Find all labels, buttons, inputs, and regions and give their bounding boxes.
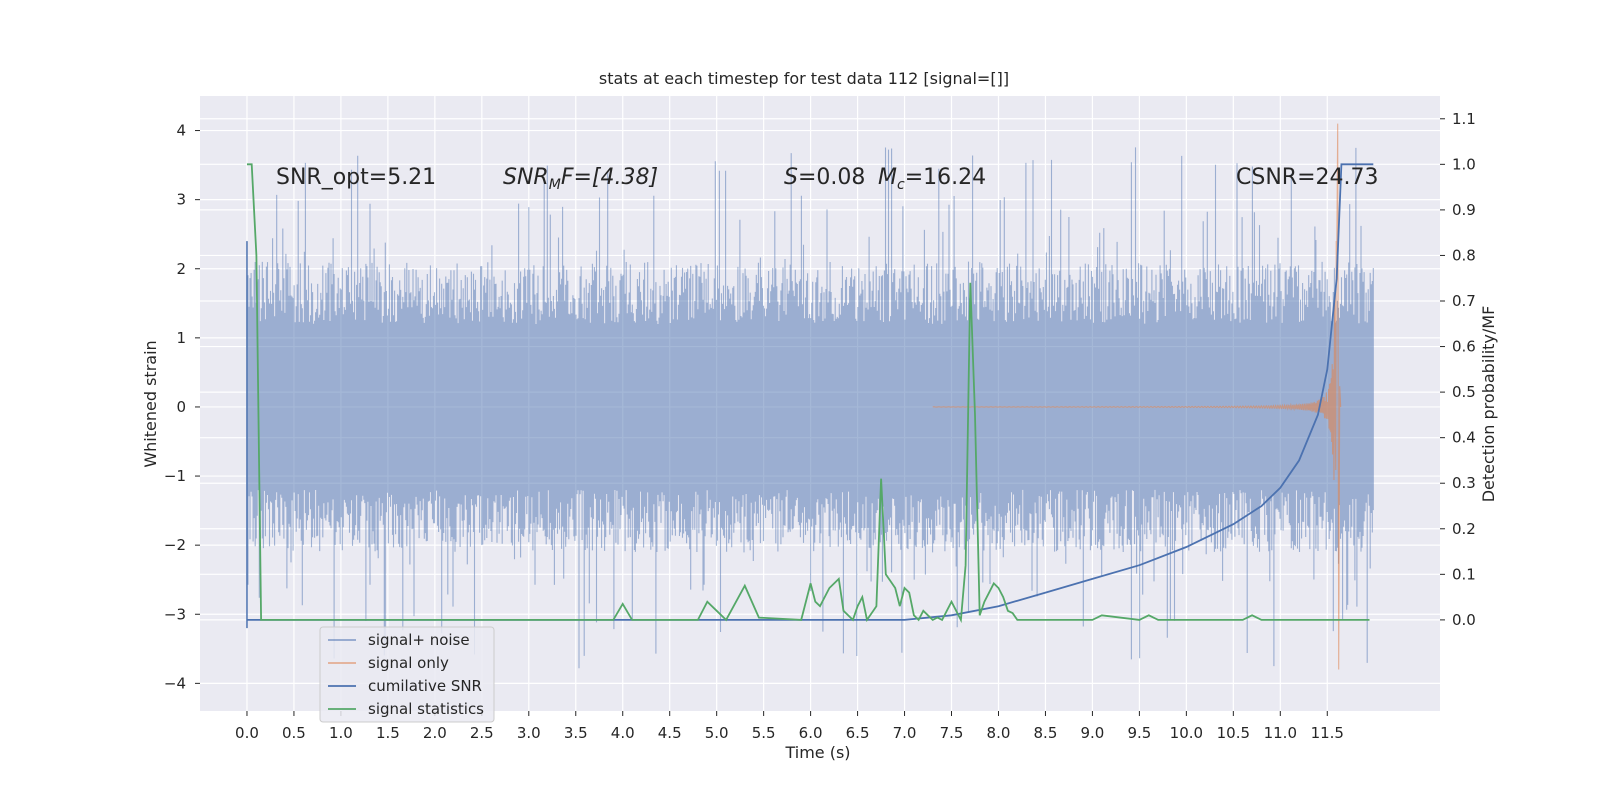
x-tick-label: 4.5 xyxy=(658,724,682,742)
y-right-tick-label: 0.3 xyxy=(1452,474,1476,492)
x-tick-label: 11.5 xyxy=(1311,724,1344,742)
legend-label-signal-noise: signal+ noise xyxy=(368,631,470,649)
x-tick-label: 8.5 xyxy=(1034,724,1058,742)
x-tick-label: 5.5 xyxy=(752,724,776,742)
x-tick-label: 4.0 xyxy=(611,724,635,742)
y-left-tick-label: 1 xyxy=(176,329,186,347)
x-tick-label: 8.0 xyxy=(987,724,1011,742)
annotation-snr-mf: SNRMF=[4.38] xyxy=(503,165,658,193)
y-right-tick-label: 0.6 xyxy=(1452,338,1476,356)
x-tick-label: 10.5 xyxy=(1217,724,1250,742)
x-tick-label: 1.0 xyxy=(329,724,353,742)
signal-only-series xyxy=(932,123,1342,670)
x-axis-label: Time (s) xyxy=(784,743,850,762)
y-left-tick-label: −3 xyxy=(164,605,186,623)
x-axis-ticks: 0.0 0.5 1.0 1.5 2.0 2.5 3.0 3.5 4.0 4.5 5.0 5.5 6.0 6… xyxy=(235,711,1344,742)
x-tick-label: 11.0 xyxy=(1264,724,1297,742)
y-right-tick-label: 0.5 xyxy=(1452,383,1476,401)
x-tick-label: 2.5 xyxy=(470,724,494,742)
y-axis-right-label: Detection probability/MF xyxy=(1479,306,1498,503)
x-tick-label: 10.0 xyxy=(1170,724,1203,742)
legend-label-signal-statistics: signal statistics xyxy=(368,700,484,718)
y-axis-right-ticks: 1.1 1.0 0.9 0.8 0.7 0.6 0.5 0.4 0.3 0.2 0.1 0.0 xyxy=(1440,110,1476,629)
signal-only-trace xyxy=(932,123,1342,670)
y-right-tick-label: 0.8 xyxy=(1452,246,1476,264)
x-tick-label: 0.5 xyxy=(282,724,306,742)
y-left-tick-label: 4 xyxy=(176,122,186,140)
x-tick-label: 9.5 xyxy=(1127,724,1151,742)
x-tick-label: 0.0 xyxy=(235,724,259,742)
annotation-s-label: S xyxy=(784,165,798,190)
y-axis-left-ticks: 4 3 2 1 0 −1 −2 −3 −4 xyxy=(164,122,200,692)
annotation-snr-mf-label: SNR xyxy=(503,165,549,190)
legend-label-cumulative-snr: cumilative SNR xyxy=(368,677,482,695)
y-right-tick-label: 0.9 xyxy=(1452,201,1476,219)
annotation-snr-mf-tail: F=[4.38] xyxy=(561,165,658,190)
cumulative-snr-line xyxy=(247,163,1374,621)
annotation-s-value: =0.08 xyxy=(798,165,865,190)
x-tick-label: 6.5 xyxy=(846,724,870,742)
y-right-tick-label: 0.7 xyxy=(1452,292,1476,310)
y-left-tick-label: 2 xyxy=(176,260,186,278)
y-right-tick-label: 0.4 xyxy=(1452,429,1476,447)
signal-statistics-line xyxy=(247,163,1370,624)
y-left-tick-label: −2 xyxy=(164,536,186,554)
x-tick-label: 2.0 xyxy=(423,724,447,742)
y-left-tick-label: −1 xyxy=(164,467,186,485)
annotation-snr-opt: SNR_opt=5.21 xyxy=(276,165,436,190)
y-axis-left-label: Whitened strain xyxy=(141,340,160,467)
annotation-snr-mf-sub: M xyxy=(549,177,561,193)
y-right-tick-label: 0.0 xyxy=(1452,611,1476,629)
annotation-mc-value: =16.24 xyxy=(905,165,986,190)
x-tick-label: 3.0 xyxy=(517,724,541,742)
legend-box xyxy=(319,626,495,723)
annotation-mc-sub: c xyxy=(897,177,905,193)
legend-label-signal-only: signal only xyxy=(368,654,449,672)
x-tick-label: 5.0 xyxy=(705,724,729,742)
chart-title: stats at each timestep for test data 112… xyxy=(599,69,1009,88)
y-right-tick-label: 1.0 xyxy=(1452,155,1476,173)
annotation-mc-label: M xyxy=(878,165,897,190)
y-left-tick-label: 3 xyxy=(176,191,186,209)
y-left-tick-label: −4 xyxy=(164,674,186,692)
y-right-tick-label: 0.2 xyxy=(1452,520,1476,538)
x-tick-label: 6.0 xyxy=(799,724,823,742)
y-right-tick-label: 0.1 xyxy=(1452,565,1476,583)
signal-noise-series xyxy=(246,147,1374,669)
annotation-s: S=0.08 xyxy=(784,165,865,190)
legend: signal+ noise signal only cumilative SNR… xyxy=(319,626,495,723)
x-tick-label: 7.5 xyxy=(940,724,964,742)
y-right-tick-label: 1.1 xyxy=(1452,110,1476,128)
x-tick-label: 1.5 xyxy=(376,724,400,742)
x-tick-label: 3.5 xyxy=(564,724,588,742)
y-left-tick-label: 0 xyxy=(176,398,186,416)
annotation-csnr: CSNR=24.73 xyxy=(1236,165,1378,190)
x-tick-label: 7.0 xyxy=(893,724,917,742)
annotation-mc: Mc=16.24 xyxy=(878,165,986,193)
x-tick-label: 9.0 xyxy=(1080,724,1104,742)
